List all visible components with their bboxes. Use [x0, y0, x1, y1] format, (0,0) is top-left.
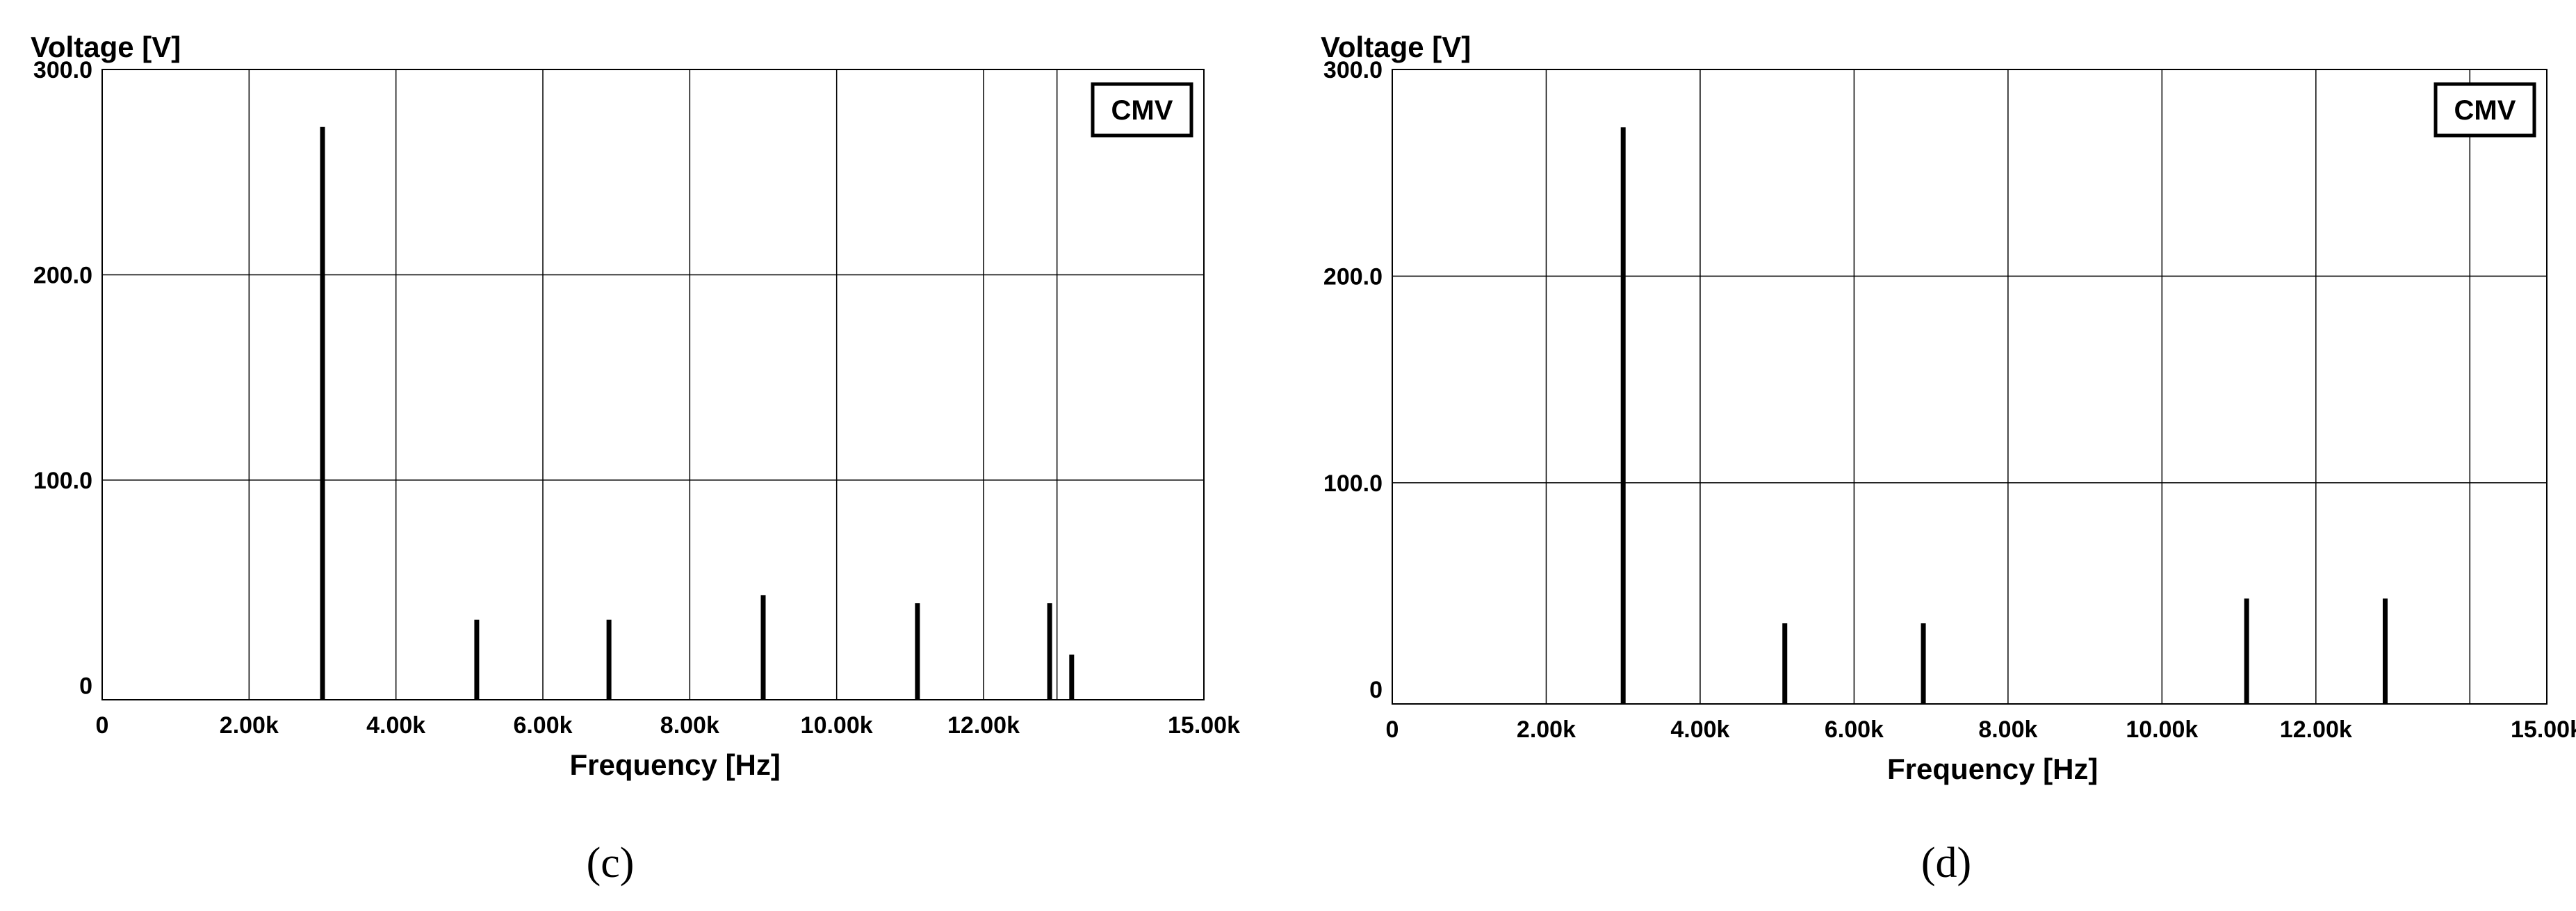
legend-box — [2434, 82, 2536, 138]
y-tick-label: 200.0 — [33, 262, 92, 288]
x-tick-label: 6.00k — [1825, 716, 1884, 743]
x-tick-label: 15.00k — [2511, 716, 2576, 743]
x-tick-label: 10.00k — [2126, 716, 2198, 743]
x-tick-label: 8.00k — [1978, 716, 2037, 743]
x-tick-label: 2.00k — [1517, 716, 1576, 743]
x-tick-label: 12.00k — [2280, 716, 2352, 743]
y-tick-label: 0 — [79, 673, 92, 699]
plot-area — [1392, 69, 2548, 705]
y-tick-label: 300.0 — [1323, 57, 1383, 83]
x-tick-label: 12.00k — [947, 712, 1020, 739]
x-axis-label: Frequency [Hz] — [570, 748, 781, 781]
chart-panel-d: 0 2.00k 4.00k 6.00k 8.00k 10.00k 12.00k 15.00k 0… — [1321, 31, 2576, 887]
y-tick-label: 200.0 — [1323, 263, 1383, 290]
x-tick-label: 4.00k — [1670, 716, 1729, 743]
y-axis-label: Voltage [V] — [31, 31, 181, 63]
legend-label: CMV — [1111, 95, 1173, 126]
chart-panel-c: 0 2.00k 4.00k 6.00k 8.00k 10.00k 12.00k 15.00k 0… — [31, 31, 1240, 887]
legend-label: CMV — [2454, 95, 2516, 126]
y-tick-label: 100.0 — [1323, 470, 1383, 497]
legend-box — [1091, 82, 1193, 138]
x-tick-label: 2.00k — [220, 712, 279, 739]
panel-label: (c) — [587, 839, 635, 887]
y-tick-label: 100.0 — [33, 468, 92, 494]
x-axis-label: Frequency [Hz] — [1887, 753, 2098, 785]
x-tick-label: 0 — [96, 712, 109, 739]
y-tick-label: 0 — [1369, 677, 1383, 703]
y-axis-label: Voltage [V] — [1321, 31, 1471, 63]
x-tick-label: 15.00k — [1168, 712, 1240, 739]
x-tick-label: 6.00k — [513, 712, 572, 739]
x-tick-label: 4.00k — [366, 712, 425, 739]
plot-area — [101, 69, 1205, 700]
panel-label: (d) — [1921, 839, 1971, 887]
x-tick-label: 0 — [1386, 716, 1399, 743]
x-tick-label: 8.00k — [660, 712, 719, 739]
y-tick-label: 300.0 — [33, 57, 92, 83]
x-tick-label: 10.00k — [801, 712, 873, 739]
